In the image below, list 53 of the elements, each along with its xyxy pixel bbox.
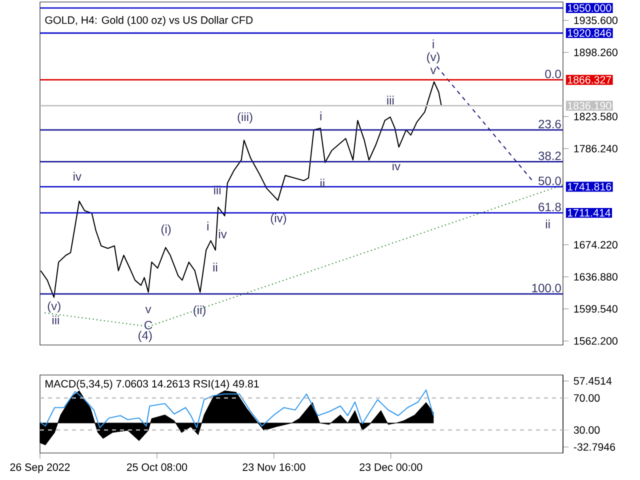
annotation: (ii) — [194, 305, 206, 317]
ref-line-label: 1950.000 — [568, 4, 612, 12]
y-tick-label: 1674.220 — [574, 241, 618, 249]
y2-tick-label: 70.00 — [574, 394, 600, 402]
y-tick-label: 1823.580 — [574, 112, 618, 120]
ref-line-label: 1711.414 — [568, 209, 611, 217]
annotation: iii — [52, 316, 59, 324]
annotation: 100.0 — [532, 284, 561, 292]
ref-line-label: 1920.846 — [568, 29, 612, 37]
annotation: iii — [214, 186, 220, 194]
annotation: iv — [74, 172, 82, 181]
x-tick-label: 26 Sep 2022 — [10, 463, 70, 474]
annotation: 38.2 — [538, 152, 561, 160]
annotation: i — [207, 222, 208, 230]
annotation: ii — [546, 220, 550, 228]
y-tick-label: 57.4514 — [574, 377, 612, 385]
annotation: 23.6 — [538, 120, 561, 128]
annotation: ii — [320, 178, 324, 188]
y-tick-label: -32.7946 — [574, 443, 616, 451]
y-tick-label: 1786.240 — [574, 144, 618, 152]
annotation: 61.8 — [538, 202, 561, 212]
y-tick-label: 1898.260 — [574, 48, 618, 56]
annotation: iv — [392, 162, 400, 170]
y2-tick-label: 30.00 — [574, 426, 600, 434]
annotation: 50.0 — [538, 176, 561, 186]
annotation: i — [432, 39, 434, 48]
annotation: i — [320, 112, 322, 120]
annotation: iii — [387, 96, 394, 104]
ref-line-label: 1866.327 — [568, 76, 612, 84]
ref-line-label: 1741.816 — [568, 182, 612, 191]
y-tick-label: 1599.540 — [574, 305, 618, 313]
annotation: ii — [213, 262, 218, 272]
annotation: iv — [218, 230, 227, 238]
line-series — [39, 389, 434, 428]
ref-line-label: 1836.190 — [568, 102, 612, 110]
annotation: (iv) — [270, 214, 286, 225]
x-tick-label: 25 Oct 08:00 — [126, 463, 188, 471]
annotation: (v) — [48, 301, 60, 313]
y-tick-label: 1935.600 — [574, 16, 618, 24]
y-tick-label: 1636.880 — [574, 273, 618, 281]
annotation: 0.0 — [545, 70, 561, 78]
x-tick-label: 23 Nov 16:00 — [242, 463, 306, 471]
annotation: C — [144, 320, 152, 330]
annotation: (iii) — [238, 112, 252, 124]
text: GOLD, H4: Gold (100 oz) vs US Dollar CFD — [45, 16, 253, 26]
chart-title: MACD(5,34,5) 7.0603 14.2613 RSI(14) 49.81 — [46, 380, 259, 390]
annotation: (v) — [427, 52, 440, 64]
y-tick-label: 1562.200 — [574, 337, 618, 345]
annotation: (4) — [138, 330, 152, 342]
annotation: (i) — [161, 224, 171, 236]
annotation: v — [145, 306, 152, 314]
annotation: v — [430, 68, 436, 74]
x-tick-label: 23 Dec 00:00 — [360, 463, 422, 471]
